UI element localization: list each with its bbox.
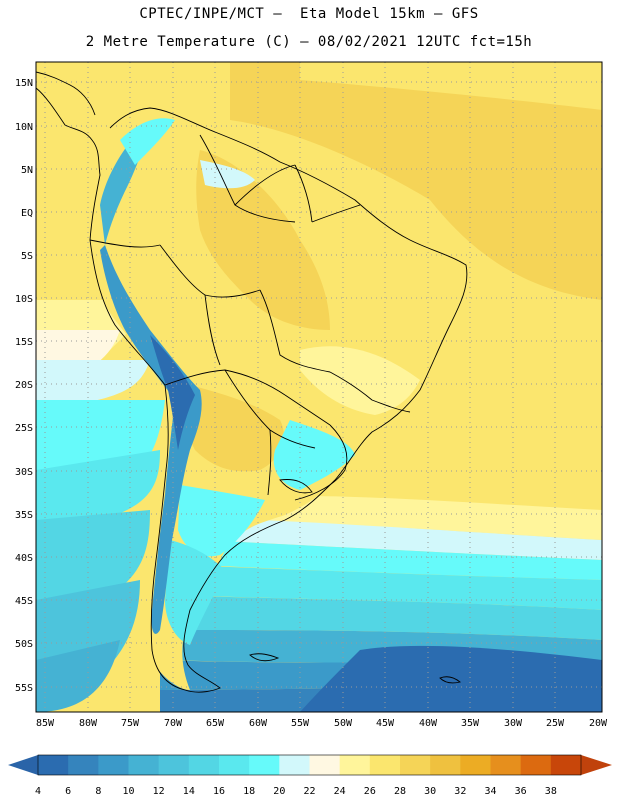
lat-label: 5S xyxy=(21,251,33,262)
latitude-labels: 15N 10N 5N EQ 5S 10S 15S 20S 25S 30S 35S… xyxy=(15,78,33,694)
colorbar-tick-label: 24 xyxy=(334,786,346,797)
colorbar-cell xyxy=(339,755,371,775)
colorbar-cell xyxy=(520,755,552,775)
colorbar-tick-label: 38 xyxy=(545,786,557,797)
map-title-line-2: 2 Metre Temperature (C) – 08/02/2021 12U… xyxy=(85,34,533,50)
colorbar-tick-label: 30 xyxy=(424,786,436,797)
colorbar-cell xyxy=(68,755,99,775)
colorbar-tick-label: 26 xyxy=(364,786,376,797)
colorbar-cell xyxy=(400,755,431,775)
lat-label: 50S xyxy=(15,639,33,650)
colorbar-tick-label: 10 xyxy=(122,786,134,797)
lat-label: 15S xyxy=(15,337,33,348)
lat-label: 20S xyxy=(15,380,33,391)
colorbar-cell xyxy=(128,755,160,775)
lat-label: 35S xyxy=(15,510,33,521)
colorbar-cell xyxy=(158,755,190,775)
coastlines-borders xyxy=(36,71,468,693)
colorbar-tick-label: 4 xyxy=(35,786,41,797)
colorbar-cell xyxy=(38,755,69,775)
lat-label: 30S xyxy=(15,467,33,478)
temperature-field xyxy=(36,62,602,712)
colorbar-cell xyxy=(249,755,280,775)
graticule xyxy=(36,62,602,712)
colorbar-cell xyxy=(490,755,522,775)
lon-label: 30W xyxy=(504,718,523,729)
colorbar-cell xyxy=(369,755,401,775)
colorbar-cell xyxy=(550,755,582,775)
lat-label: EQ xyxy=(21,208,33,219)
lon-label: 40W xyxy=(419,718,438,729)
colorbar-tick-label: 34 xyxy=(484,786,496,797)
colorbar-cell xyxy=(430,755,461,775)
lat-label: 25S xyxy=(15,423,33,434)
lat-label: 5N xyxy=(21,165,33,176)
colorbar-arrow-right xyxy=(581,755,612,775)
colorbar-tick-label: 28 xyxy=(394,786,406,797)
lon-label: 50W xyxy=(334,718,353,729)
lon-label: 45W xyxy=(376,718,395,729)
colorbar-tick-label: 6 xyxy=(65,786,71,797)
colorbar-tick-label: 16 xyxy=(213,786,225,797)
lon-label: 70W xyxy=(164,718,183,729)
colorbar-cell xyxy=(98,755,129,775)
colorbar-tick-label: 14 xyxy=(183,786,195,797)
lat-label: 10S xyxy=(15,294,33,305)
lat-label: 55S xyxy=(15,683,33,694)
colorbar-tick-label: 12 xyxy=(153,786,165,797)
lon-label: 85W xyxy=(36,718,55,729)
longitude-labels: 85W 80W 75W 70W 65W 60W 55W 50W 45W 40W … xyxy=(36,718,608,729)
lon-label: 75W xyxy=(121,718,140,729)
lat-label: 45S xyxy=(15,596,33,607)
colorbar-tick-label: 20 xyxy=(273,786,285,797)
colorbar-tick-label: 36 xyxy=(515,786,527,797)
colorbar-cell xyxy=(219,755,250,775)
colorbar-tick-label: 22 xyxy=(303,786,315,797)
colorbar: 4 6 8 10 12 14 16 18 20 22 24 26 28 30 32 34 36 38 xyxy=(8,754,612,797)
colorbar-cell xyxy=(279,755,310,775)
lon-label: 25W xyxy=(546,718,565,729)
map-frame xyxy=(35,61,603,713)
map-title-line-1: CPTEC/INPE/MCT – Eta Model 15km – GFS xyxy=(139,6,479,22)
colorbar-tick-label: 8 xyxy=(95,786,101,797)
lon-label: 20W xyxy=(589,718,608,729)
colorbar-frame xyxy=(37,754,582,776)
lon-label: 55W xyxy=(291,718,310,729)
colorbar-cell xyxy=(188,755,220,775)
colorbar-cell xyxy=(460,755,491,775)
colorbar-tick-label: 18 xyxy=(243,786,255,797)
lat-label: 40S xyxy=(15,553,33,564)
lon-label: 35W xyxy=(461,718,480,729)
lon-label: 60W xyxy=(249,718,268,729)
colorbar-tick-label: 32 xyxy=(454,786,466,797)
lon-label: 65W xyxy=(206,718,225,729)
colorbar-cell xyxy=(309,755,341,775)
colorbar-arrow-left-shape xyxy=(8,755,38,775)
lon-label: 80W xyxy=(79,718,98,729)
lat-label: 15N xyxy=(15,78,33,89)
lat-label: 10N xyxy=(15,122,33,133)
